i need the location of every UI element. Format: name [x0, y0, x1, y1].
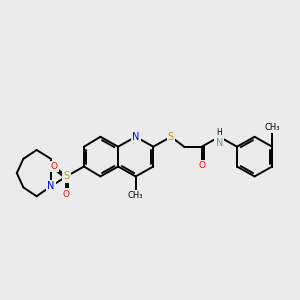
Text: CH₃: CH₃ [128, 190, 143, 200]
Text: N: N [47, 181, 55, 191]
Text: N: N [132, 132, 140, 142]
Text: S: S [168, 132, 174, 142]
Text: S: S [63, 171, 69, 182]
Text: O: O [51, 162, 58, 171]
Text: O: O [63, 190, 70, 199]
Text: H: H [217, 128, 222, 137]
Text: N: N [216, 138, 223, 148]
Text: O: O [198, 161, 205, 170]
Text: CH₃: CH₃ [264, 124, 280, 133]
